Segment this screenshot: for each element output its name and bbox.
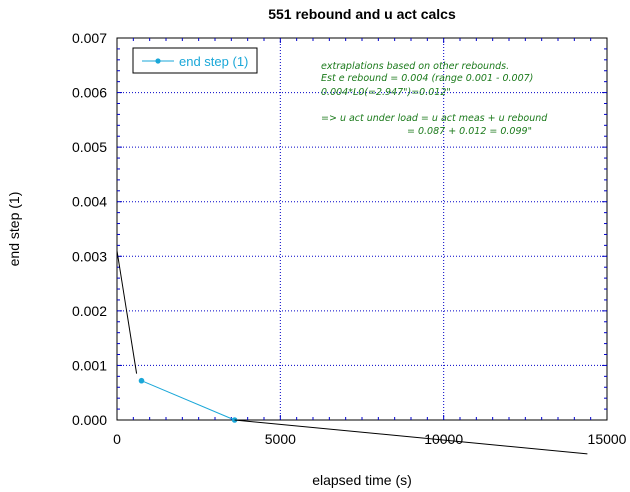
legend-marker	[155, 58, 161, 64]
grid	[117, 38, 607, 420]
minor-ticks	[117, 38, 607, 420]
y-tick-label: 0.001	[72, 357, 107, 373]
y-tick-label: 0.006	[72, 85, 107, 101]
y-tick-label: 0.007	[72, 30, 107, 46]
y-tick-label: 0.004	[72, 194, 107, 210]
annotation-line-5: => u act under load = u act meas + u reb…	[321, 113, 548, 124]
extrapolation-lines	[117, 250, 240, 420]
annotation-line-1: extraplations based on other rebounds.	[321, 61, 509, 72]
x-tick-label: 10000	[424, 431, 463, 447]
chart-title: 551 rebound and u act calcs	[268, 6, 456, 22]
annotation-line-2: Est e rebound = 0.004 (range 0.001 - 0.0…	[321, 73, 533, 84]
y-tick-label: 0.000	[72, 412, 107, 428]
y-axis-label: end step (1)	[6, 192, 22, 267]
y-tick-labels: 0.000 0.001 0.002 0.003 0.004 0.005 0.006 0.007	[72, 30, 107, 428]
legend: end step (1)	[132, 47, 258, 74]
x-tick-label: 5000	[265, 431, 296, 447]
series-group	[138, 377, 238, 423]
y-tick-label: 0.003	[72, 248, 107, 264]
legend-label: end step (1)	[179, 54, 248, 69]
annotation-line-6: = 0.087 + 0.012 = 0.099"	[407, 126, 532, 137]
extrapolation-line	[117, 250, 138, 374]
x-axis-label: elapsed time (s)	[312, 472, 412, 488]
y-tick-label: 0.005	[72, 139, 107, 155]
annotation-line-3: 0.004*L0(=2.947")=0.012"	[321, 87, 451, 98]
x-tick-label: 0	[113, 431, 121, 447]
extrapolation-line-tail	[234, 419, 588, 455]
series-line	[141, 380, 235, 421]
y-tick-label: 0.002	[72, 303, 107, 319]
annotation: extraplations based on other rebounds. E…	[321, 61, 548, 137]
x-tick-labels: 0 5000 10000 15000	[113, 431, 627, 447]
data-point	[138, 377, 145, 384]
x-tick-label: 15000	[588, 431, 627, 447]
